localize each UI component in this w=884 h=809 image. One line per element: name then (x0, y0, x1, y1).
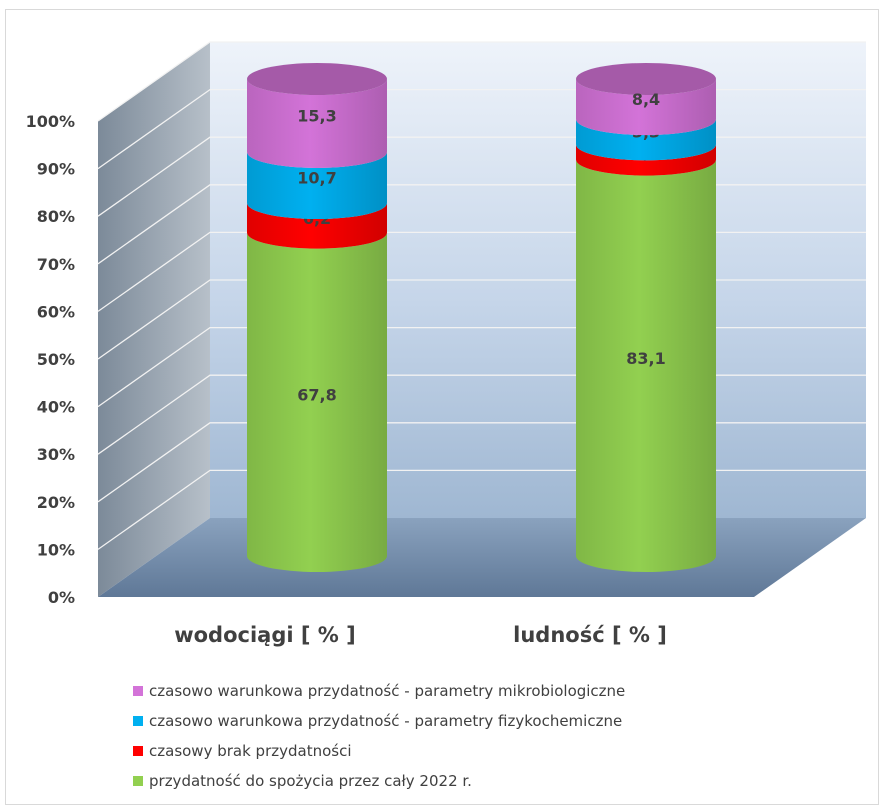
legend: czasowo warunkowa przydatność - parametr… (133, 676, 625, 796)
y-tick-label: 70% (37, 255, 75, 274)
bar-group: 83,13,25,38,4 (576, 63, 716, 572)
legend-item-brak-przydatnosci: czasowy brak przydatności (133, 736, 625, 766)
bar-segment (247, 203, 387, 249)
legend-label-fizykochemiczne: czasowo warunkowa przydatność - parametr… (149, 712, 623, 730)
y-tick-label: 20% (37, 493, 75, 512)
x-category-label: ludność [ % ] (513, 623, 667, 647)
data-label: 10,7 (297, 169, 336, 188)
y-tick-label: 10% (37, 540, 75, 559)
legend-label-mikrobiologiczne: czasowo warunkowa przydatność - parametr… (149, 682, 626, 700)
legend-swatch-brak-przydatnosci (133, 746, 143, 756)
y-tick-label: 50% (37, 350, 75, 369)
y-tick-label: 40% (37, 398, 75, 417)
bar-top (576, 63, 716, 95)
bar-group: 67,86,210,715,3 (247, 63, 387, 572)
y-tick-label: 100% (26, 112, 75, 131)
legend-swatch-mikrobiologiczne (133, 686, 143, 696)
bar-segment (576, 119, 716, 161)
bar-top (247, 63, 387, 95)
bar-segment (247, 151, 387, 220)
legend-label-przydatnosc: przydatność do spożycia przez cały 2022 … (149, 772, 472, 790)
legend-item-przydatnosc: przydatność do spożycia przez cały 2022 … (133, 766, 625, 796)
legend-swatch-przydatnosc (133, 776, 143, 786)
bar-segment (247, 79, 387, 168)
bar-segment (247, 232, 387, 572)
x-category-label: wodociągi [ % ] (174, 623, 356, 647)
data-label: 83,1 (626, 349, 665, 368)
y-tick-label: 30% (37, 445, 75, 464)
legend-item-mikrobiologiczne: czasowo warunkowa przydatność - parametr… (133, 676, 625, 706)
bar-segment (576, 159, 716, 572)
gridline (97, 41, 866, 122)
y-tick-label: 90% (37, 160, 75, 179)
y-tick-label: 0% (48, 588, 75, 607)
data-label: 8,4 (632, 90, 660, 109)
legend-label-brak-przydatnosci: czasowy brak przydatności (149, 742, 352, 760)
legend-swatch-fizykochemiczne (133, 716, 143, 726)
bar-segment (576, 79, 716, 136)
bar-segment (576, 144, 716, 176)
y-tick-label: 80% (37, 207, 75, 226)
data-label: 15,3 (297, 106, 336, 125)
legend-item-fizykochemiczne: czasowo warunkowa przydatność - parametr… (133, 706, 625, 736)
floor (98, 518, 866, 597)
y-tick-label: 60% (37, 302, 75, 321)
data-label: 67,8 (297, 385, 336, 404)
